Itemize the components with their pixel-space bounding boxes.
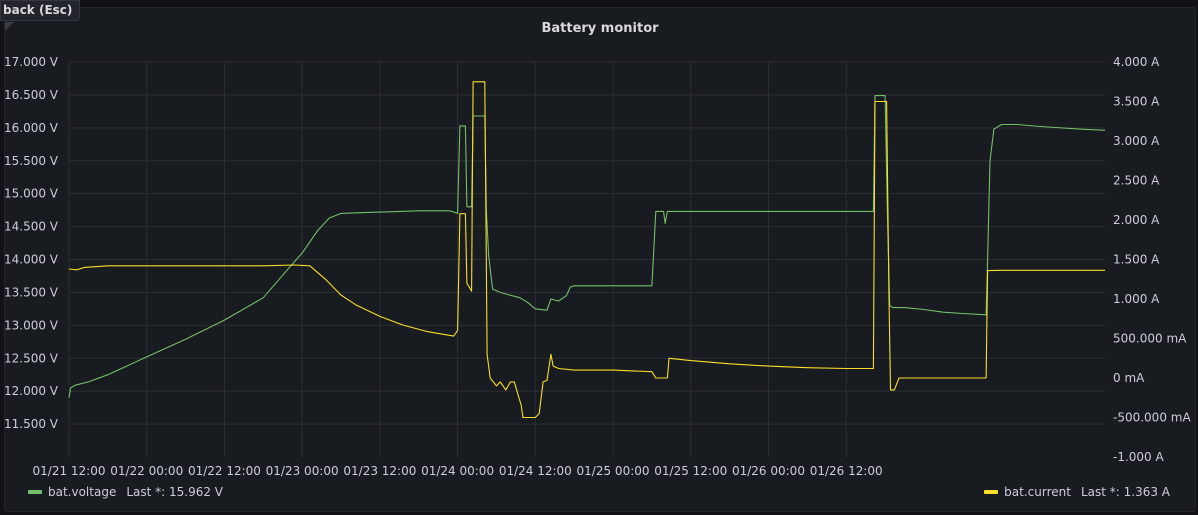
y-left-tick-label: 14.500 V — [4, 220, 59, 234]
series-line-bat-current — [68, 81, 1105, 419]
y-left-tick-label: 13.000 V — [4, 318, 59, 332]
x-tick-label: 01/24 12:00 — [499, 464, 572, 478]
y-left-tick-label: 11.500 V — [4, 417, 59, 431]
y-left-tick-label: 14.000 V — [4, 253, 59, 267]
y-right-tick-label: 2.000 A — [1113, 213, 1160, 227]
y-right-tick-label: 500.000 mA — [1113, 332, 1187, 346]
x-tick-label: 01/25 12:00 — [654, 464, 727, 478]
x-tick-label: 01/22 00:00 — [110, 464, 183, 478]
legend-current[interactable]: bat.current Last *: 1.363 A — [984, 485, 1170, 499]
y-left-tick-label: 13.500 V — [4, 285, 59, 299]
y-right-tick-label: -1.000 A — [1113, 450, 1164, 464]
legend-voltage-name: bat.voltage — [48, 485, 117, 499]
legend-current-swatch — [984, 490, 999, 494]
y-right-tick-label: 1.000 A — [1113, 292, 1160, 306]
y-right-tick-label: 2.500 A — [1113, 174, 1160, 188]
x-tick-label: 01/25 00:00 — [577, 464, 650, 478]
back-button[interactable]: back (Esc) — [0, 0, 81, 21]
legend-voltage-last: Last *: 15.962 V — [126, 485, 224, 499]
x-tick-label: 01/21 12:00 — [33, 464, 106, 478]
y-left-tick-label: 16.000 V — [4, 121, 59, 135]
x-tick-label: 01/23 00:00 — [266, 464, 339, 478]
series-line-bat-voltage — [68, 95, 1106, 398]
y-left-tick-label: 12.000 V — [4, 384, 59, 398]
x-tick-label: 01/26 00:00 — [732, 464, 805, 478]
y-left-tick-label: 12.500 V — [4, 351, 59, 365]
y-left-tick-label: 15.500 V — [4, 154, 59, 168]
y-right-tick-label: 0 mA — [1113, 371, 1145, 385]
panel-title: Battery monitor — [541, 21, 659, 36]
y-right-tick-label: 1.500 A — [1113, 253, 1160, 267]
legend-voltage[interactable]: bat.voltage Last *: 15.962 V — [28, 485, 223, 499]
legend-current-last: Last *: 1.363 A — [1080, 485, 1170, 499]
legend-current-name: bat.current — [1004, 485, 1071, 499]
panel-corner-icon — [5, 22, 14, 31]
y-right-tick-label: -500.000 mA — [1113, 411, 1191, 425]
y-left-tick-label: 16.500 V — [4, 88, 59, 102]
y-right-tick-label: 3.500 A — [1113, 95, 1160, 109]
y-right-tick-label: 4.000 A — [1113, 55, 1160, 69]
y-left-tick-label: 15.000 V — [4, 187, 59, 201]
x-tick-label: 01/23 12:00 — [343, 464, 416, 478]
x-tick-label: 01/26 12:00 — [810, 464, 883, 478]
y-right-tick-label: 3.000 A — [1113, 134, 1160, 148]
y-left-tick-label: 17.000 V — [4, 55, 59, 69]
x-tick-label: 01/24 00:00 — [421, 464, 494, 478]
legend-voltage-swatch — [28, 490, 42, 494]
x-tick-label: 01/22 12:00 — [188, 464, 261, 478]
